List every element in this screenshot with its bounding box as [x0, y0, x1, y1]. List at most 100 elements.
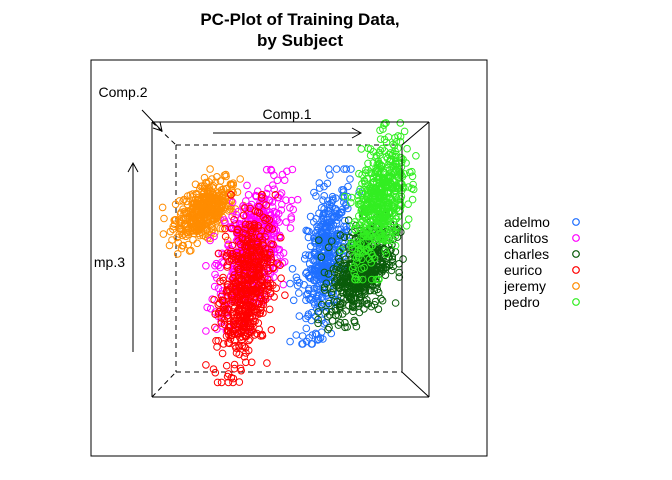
point-eurico [269, 281, 277, 290]
point-eurico [221, 224, 229, 233]
point-jeremy [171, 200, 180, 209]
point-adelmo [315, 184, 324, 192]
point-jeremy [208, 190, 216, 199]
point-pedro [391, 241, 400, 250]
point-eurico [213, 343, 221, 351]
point-pedro [379, 168, 388, 177]
front-face [151, 121, 430, 398]
point-charles [325, 243, 333, 252]
point-adelmo [342, 200, 350, 209]
point-charles [374, 305, 383, 314]
point-adelmo [315, 335, 323, 344]
point-eurico [233, 248, 241, 257]
point-eurico [213, 378, 222, 387]
point-eurico [255, 242, 263, 251]
point-jeremy [194, 199, 202, 207]
point-adelmo [334, 226, 343, 234]
point-adelmo [288, 265, 297, 273]
point-jeremy [202, 178, 210, 187]
point-pedro [365, 197, 373, 206]
point-adelmo [311, 329, 320, 338]
point-charles [329, 284, 338, 293]
point-eurico [229, 378, 237, 387]
point-carlitos [269, 229, 278, 237]
point-jeremy [222, 172, 230, 181]
point-pedro [389, 149, 397, 158]
point-eurico [230, 256, 238, 265]
point-jeremy [208, 228, 216, 237]
point-eurico [247, 292, 255, 301]
point-eurico [225, 257, 233, 266]
point-eurico [247, 358, 256, 367]
point-charles [355, 308, 364, 317]
point-pedro [381, 237, 389, 245]
point-carlitos [220, 216, 228, 224]
point-charles [343, 278, 351, 286]
point-jeremy [197, 228, 206, 237]
point-adelmo [315, 209, 323, 218]
chart-subtitle: by Subject [257, 31, 343, 50]
point-eurico [219, 303, 228, 312]
point-adelmo [316, 285, 324, 294]
point-jeremy [202, 205, 210, 214]
point-charles [355, 294, 364, 302]
point-jeremy [216, 177, 225, 185]
point-adelmo [300, 281, 308, 289]
point-charles [382, 259, 391, 268]
point-carlitos [210, 232, 218, 241]
point-carlitos [272, 214, 281, 222]
point-charles [315, 236, 323, 244]
point-eurico [230, 364, 239, 373]
point-eurico [229, 327, 237, 336]
point-carlitos [210, 282, 219, 291]
legend-marker-pedro [572, 298, 580, 306]
point-eurico [240, 284, 249, 293]
point-carlitos [203, 303, 211, 312]
point-jeremy [191, 180, 200, 189]
point-eurico [217, 292, 226, 301]
point-charles [328, 237, 336, 245]
point-pedro [392, 160, 401, 169]
point-eurico [243, 313, 251, 322]
point-charles [329, 265, 338, 273]
point-adelmo [313, 304, 321, 313]
point-jeremy [159, 230, 168, 238]
point-carlitos [279, 280, 288, 289]
point-charles [326, 311, 334, 319]
point-pedro [403, 144, 411, 153]
point-pedro [371, 170, 379, 178]
point-pedro [374, 275, 383, 284]
point-pedro [367, 187, 375, 195]
point-eurico [223, 261, 231, 270]
point-pedro [364, 159, 372, 168]
point-jeremy [217, 200, 226, 209]
point-adelmo [321, 224, 330, 232]
point-jeremy [226, 205, 234, 214]
point-charles [324, 312, 332, 321]
point-charles [339, 295, 348, 303]
point-adelmo [332, 194, 340, 202]
point-pedro [365, 236, 373, 244]
point-eurico [248, 235, 256, 243]
point-adelmo [305, 286, 313, 295]
point-pedro [371, 167, 380, 176]
point-jeremy [222, 185, 230, 193]
point-adelmo [311, 249, 319, 258]
point-eurico [246, 301, 254, 309]
point-pedro [404, 183, 413, 191]
point-carlitos [275, 245, 284, 254]
point-pedro [370, 212, 379, 220]
point-eurico [209, 365, 218, 374]
point-jeremy [183, 200, 192, 209]
point-eurico [256, 278, 265, 287]
point-eurico [242, 241, 250, 250]
point-pedro [393, 171, 402, 180]
point-pedro [404, 200, 412, 208]
point-adelmo [309, 276, 318, 285]
point-jeremy [226, 190, 234, 198]
point-eurico [233, 226, 242, 234]
point-charles [331, 311, 340, 320]
point-eurico [264, 250, 272, 258]
point-adelmo [344, 182, 352, 191]
